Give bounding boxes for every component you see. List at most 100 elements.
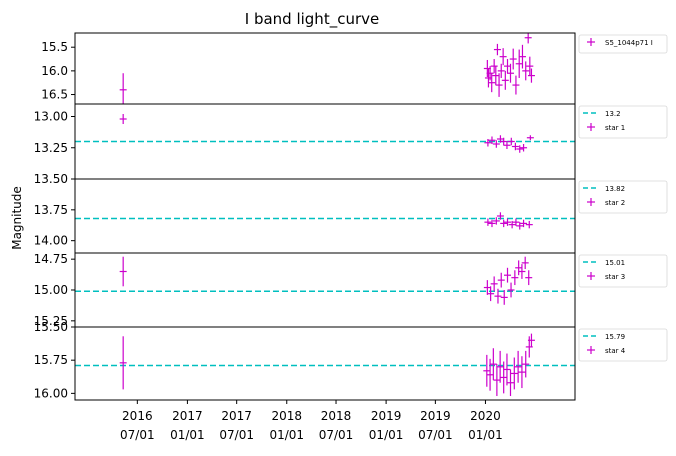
- data-point: [490, 276, 498, 292]
- legend-label: star 3: [605, 273, 625, 281]
- legend-point-swatch: [587, 272, 595, 280]
- legend-box: [578, 254, 668, 288]
- legend-point-swatch: [587, 38, 595, 46]
- x-tick: 2020 01/01: [468, 400, 503, 442]
- legend-label: 15.01: [605, 259, 625, 267]
- data-point: [500, 219, 508, 228]
- data-point: [486, 66, 494, 81]
- data-point: [489, 348, 497, 381]
- data-point: [524, 33, 532, 44]
- legend-label: 13.2: [605, 110, 621, 118]
- x-tick-label-year: 2018: [271, 409, 302, 423]
- x-tick-label-year: 2017: [221, 409, 252, 423]
- x-tick-label-year: 2019: [420, 409, 451, 423]
- legend-label: star 4: [605, 347, 626, 355]
- data-point: [506, 63, 514, 83]
- data-point: [499, 48, 507, 66]
- data-point: [507, 282, 515, 298]
- x-tick-label-date: 07/01: [219, 428, 254, 442]
- x-tick-label-year: 2016: [122, 409, 153, 423]
- panels: 15.516.016.5S5_1044p71 I13.0013.2513.501…: [34, 32, 668, 401]
- y-tick-label: 14.00: [34, 234, 68, 248]
- data-point: [515, 260, 523, 276]
- y-tick-label: 15.50: [34, 320, 68, 334]
- x-tick: 2017 01/01: [170, 400, 205, 442]
- data-points: [119, 33, 535, 104]
- panel-frame: [74, 32, 576, 105]
- data-point: [522, 350, 530, 378]
- data-point: [518, 264, 526, 279]
- data-point: [508, 220, 516, 229]
- data-point: [515, 49, 523, 78]
- data-point: [500, 290, 508, 305]
- x-tick-label-year: 2020: [470, 409, 501, 423]
- data-point: [511, 270, 519, 286]
- data-point: [490, 59, 498, 74]
- x-tick-label-date: 07/01: [418, 428, 453, 442]
- data-point: [503, 59, 511, 74]
- legend-point-swatch: [587, 346, 595, 354]
- y-tick-label: 16.5: [41, 88, 68, 102]
- data-point: [494, 288, 502, 304]
- x-tick: 2019 01/01: [369, 400, 404, 442]
- data-point: [493, 364, 501, 397]
- data-point: [497, 63, 505, 78]
- x-tick: 2018 07/01: [319, 400, 354, 442]
- x-tick-label-date: 07/01: [120, 428, 155, 442]
- data-point: [514, 350, 522, 383]
- y-tick-label: 14.75: [34, 252, 68, 266]
- x-tick-label-date: 01/01: [269, 428, 304, 442]
- data-point: [521, 256, 529, 270]
- data-point: [487, 286, 495, 302]
- y-tick-label: 15.75: [34, 353, 68, 367]
- data-point: [509, 48, 517, 70]
- x-tick: 2017 07/01: [219, 400, 254, 442]
- data-point: [119, 336, 127, 390]
- data-point: [500, 361, 508, 394]
- data-point: [511, 142, 519, 151]
- x-tick-label-year: 2019: [371, 409, 402, 423]
- data-point: [518, 44, 526, 69]
- legend-box: [578, 105, 668, 139]
- data-point: [512, 218, 520, 226]
- x-tick-label-date: 07/01: [319, 428, 354, 442]
- data-point: [520, 144, 528, 152]
- data-points: [119, 256, 533, 305]
- legend-box: [578, 328, 668, 362]
- y-axis-label: Magnitude: [10, 186, 24, 250]
- legend-box: [578, 34, 668, 54]
- data-point: [501, 70, 509, 90]
- panel-3: 13.75 14.00 13.82 star 2: [34, 178, 668, 254]
- data-point: [488, 73, 496, 93]
- data-points: [484, 212, 533, 230]
- data-points: [119, 114, 534, 153]
- y-tick-label: 15.5: [41, 40, 68, 54]
- data-point: [516, 145, 524, 153]
- legend: 13.82 star 2: [578, 180, 668, 214]
- legend: 15.01 star 3: [578, 254, 668, 288]
- data-point: [503, 218, 511, 226]
- data-point: [503, 353, 511, 386]
- data-point: [527, 68, 535, 83]
- data-point: [506, 369, 514, 397]
- data-point: [483, 354, 491, 387]
- data-point: [484, 218, 492, 226]
- legend-point-swatch: [587, 198, 595, 206]
- data-point: [512, 75, 520, 95]
- data-point: [503, 141, 511, 149]
- data-point: [497, 272, 505, 288]
- legend-label: 13.82: [605, 185, 625, 193]
- x-tick-label-date: 01/01: [369, 428, 404, 442]
- panel-1: 15.5 16.0 16.5 S5_1044p71 I: [41, 32, 668, 105]
- chart-title: I band light_curve: [245, 10, 379, 29]
- y-tick-label: 13.50: [34, 172, 68, 186]
- y-tick-label: 16.0: [41, 64, 68, 78]
- data-point: [119, 114, 127, 124]
- legend-label: star 2: [605, 199, 625, 207]
- x-tick-label-year: 2018: [321, 409, 352, 423]
- data-point: [488, 136, 496, 144]
- data-point: [500, 137, 508, 146]
- data-point: [119, 73, 127, 104]
